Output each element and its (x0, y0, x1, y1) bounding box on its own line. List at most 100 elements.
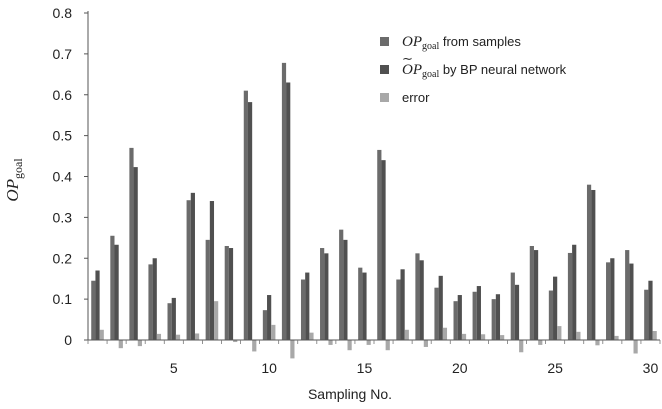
bar-error (347, 340, 352, 351)
bar-bp-network (286, 82, 291, 341)
bar-bp-network (591, 189, 596, 340)
bar-bp-network (343, 239, 348, 340)
bar-samples (396, 279, 401, 340)
bar-error (137, 340, 142, 347)
bar-bp-network (438, 275, 443, 340)
bar-error (480, 334, 486, 340)
bar-error (175, 334, 181, 340)
y-axis-title-text: OPgoal (3, 158, 25, 202)
bar-bp-network (476, 286, 481, 341)
bar-bp-network (324, 253, 329, 340)
bar-error (595, 340, 600, 346)
legend-swatch (380, 65, 389, 74)
bar-error (252, 340, 257, 352)
bar-samples (281, 62, 287, 341)
bar-bp-network (400, 269, 405, 340)
x-tick-label: 30 (643, 360, 659, 376)
bar-bp-network (305, 272, 310, 340)
legend-entry-label: OPgoal by BP neural network (402, 62, 567, 80)
bar-samples (205, 239, 210, 340)
bar-bp-network (133, 167, 138, 340)
bar-samples (186, 200, 191, 340)
bar-bp-network (152, 258, 157, 340)
y-tick-label: 0.3 (53, 209, 73, 225)
x-tick-label: 15 (357, 360, 373, 376)
bar-samples (262, 310, 268, 340)
bar-samples (548, 290, 554, 340)
bar-bp-network (362, 272, 367, 340)
bar-samples (529, 245, 534, 340)
bar-error (652, 331, 657, 340)
bar-bp-network (648, 280, 653, 340)
y-tick-label: 0.1 (53, 291, 73, 307)
bar-samples (415, 253, 420, 340)
bar-bp-network (610, 258, 615, 340)
bar-error (233, 340, 238, 343)
bar-error (500, 335, 505, 341)
bar-bp-network (190, 192, 195, 340)
bar-error (423, 340, 428, 347)
bar-bp-network (114, 244, 119, 340)
bar-samples (606, 262, 611, 340)
bar-bp-network (267, 295, 272, 340)
bar-bp-network (419, 260, 424, 340)
bar-samples (377, 149, 382, 340)
bar-error (442, 327, 448, 340)
bar-samples (339, 229, 344, 340)
bar-samples (129, 147, 134, 340)
bar-error (576, 331, 581, 340)
y-tick-label: 0.2 (53, 250, 73, 266)
bar-samples (434, 287, 439, 340)
bar-error (404, 329, 409, 340)
x-tick-label: 5 (170, 360, 178, 376)
tick-labels-group: 0 0.1 0.2 0.3 0.4 0.5 0.6 0.7 0.8 5 10 15 20 25 30 (53, 5, 661, 376)
y-tick-label: 0.5 (53, 128, 73, 144)
bar-bp-network (457, 295, 462, 340)
bar-samples (167, 303, 172, 340)
bar-error (194, 333, 200, 340)
bar-error (214, 301, 219, 340)
bar-bp-network (514, 284, 520, 340)
bar-samples (358, 267, 363, 340)
legend-entry-label: OPgoal from samples (402, 34, 521, 52)
bar-bp-network (247, 102, 253, 340)
bar-error (290, 340, 295, 359)
bar-samples (91, 280, 96, 340)
bar-error (328, 340, 333, 345)
bar-bp-network (572, 244, 577, 340)
legend-swatch (380, 37, 389, 46)
y-tick-label: 0.4 (53, 169, 73, 185)
bar-error (156, 333, 162, 340)
bar-samples (586, 184, 592, 340)
bar-samples (224, 245, 229, 340)
bar-error (271, 324, 276, 340)
bar-bp-network (553, 276, 558, 340)
bar-samples (110, 235, 115, 340)
bar-samples (243, 90, 248, 340)
legend-tilde-mark: ∼ (402, 51, 413, 66)
bar-error (614, 335, 619, 340)
y-tick-label: 0.7 (53, 46, 73, 62)
legend: OPgoal from samples OPgoal by BP neural n… (380, 34, 567, 105)
bar-samples (510, 272, 515, 340)
bar-error (538, 340, 543, 345)
y-tick-label: 0.8 (53, 5, 73, 21)
bar-bp-network (533, 250, 539, 340)
bar-bp-network (629, 263, 634, 340)
x-tick-label: 20 (452, 360, 468, 376)
y-axis-title: OPgoal (3, 158, 25, 202)
x-tick-label: 25 (547, 360, 563, 376)
bar-error (461, 333, 467, 340)
bar-error (519, 340, 524, 353)
x-tick-label: 10 (261, 360, 277, 376)
bar-bp-network (228, 248, 234, 340)
bar-samples (453, 301, 458, 340)
bar-bp-network (171, 297, 176, 340)
bar-bp-network (209, 201, 215, 340)
bar-samples (320, 248, 325, 340)
bar-error (309, 332, 314, 340)
bar-error (557, 326, 562, 340)
bar-error (633, 340, 638, 354)
bar-samples (491, 299, 496, 341)
